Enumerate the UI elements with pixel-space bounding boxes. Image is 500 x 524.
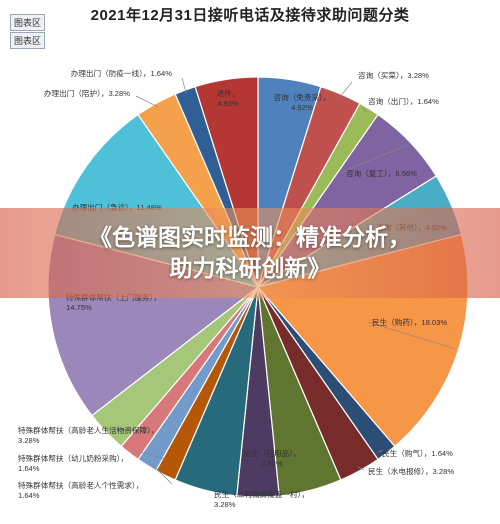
- label-leader-line: [377, 449, 385, 453]
- label-leader-line: [367, 321, 455, 350]
- slice-data-label: 咨询（出门），1.64%: [368, 96, 439, 106]
- label-leader-line: [131, 449, 166, 460]
- slice-data-label: 咨询（复工），6.56%: [346, 168, 417, 178]
- slice-data-label: 办理出门（陪护），3.28%: [44, 88, 130, 98]
- chart-area-tag: 图表区: [10, 14, 46, 31]
- slice-data-label: 民生（购气），1.64%: [382, 448, 453, 458]
- overlay-headline: 《色谱图实时监测：精准分析， 助力科研创新》: [0, 222, 500, 284]
- label-leader-line: [361, 107, 368, 113]
- slice-data-label: 民生（二村物资覆盖一村）， 3.28%: [214, 489, 309, 509]
- label-leader-line: [339, 81, 353, 98]
- chart-area-tag: 图表区: [10, 32, 46, 49]
- label-leader-line: [135, 95, 159, 108]
- slice-data-label: 咨询（免责采）， 4.92%: [274, 92, 331, 112]
- label-leader-line: [341, 144, 408, 173]
- chart-title: 2021年12月31日接听电话及接待求助问题分类: [90, 7, 410, 24]
- slice-data-label: 咨询（买菜），3.28%: [358, 70, 429, 80]
- label-leader-line: [357, 466, 365, 471]
- slice-data-label: 办理出门（防疫一线），1.64%: [71, 68, 173, 78]
- slice-data-label: 退件， 4.92%: [217, 88, 240, 108]
- label-leader-line: [181, 77, 187, 94]
- slice-data-label: 特殊群体帮扶（高龄老人个性需求）， 1.64%: [18, 480, 143, 500]
- slice-data-label: 民生（水电报修），3.28%: [368, 466, 454, 476]
- label-leader-line: [148, 461, 173, 485]
- label-leader-line: [108, 428, 151, 433]
- overlay-line-2: 助力科研创新》: [169, 255, 331, 281]
- slice-data-label: 民生（日用品）， 4.92%: [244, 448, 301, 468]
- slice-data-label: 特殊群体帮扶（高龄老人生活物资保障）， 3.28%: [18, 425, 158, 445]
- overlay-line-1: 《色谱图实时监测：精准分析，: [89, 224, 411, 250]
- slice-data-label: 民生（购药），18.03%: [372, 317, 447, 327]
- overlay-banner: [0, 208, 500, 298]
- slice-data-label: 特殊群体帮扶（幼儿奶粉采购）， 1.64%: [18, 453, 128, 473]
- slice-data-label: 办理出门（急诊），11.48%: [72, 202, 162, 212]
